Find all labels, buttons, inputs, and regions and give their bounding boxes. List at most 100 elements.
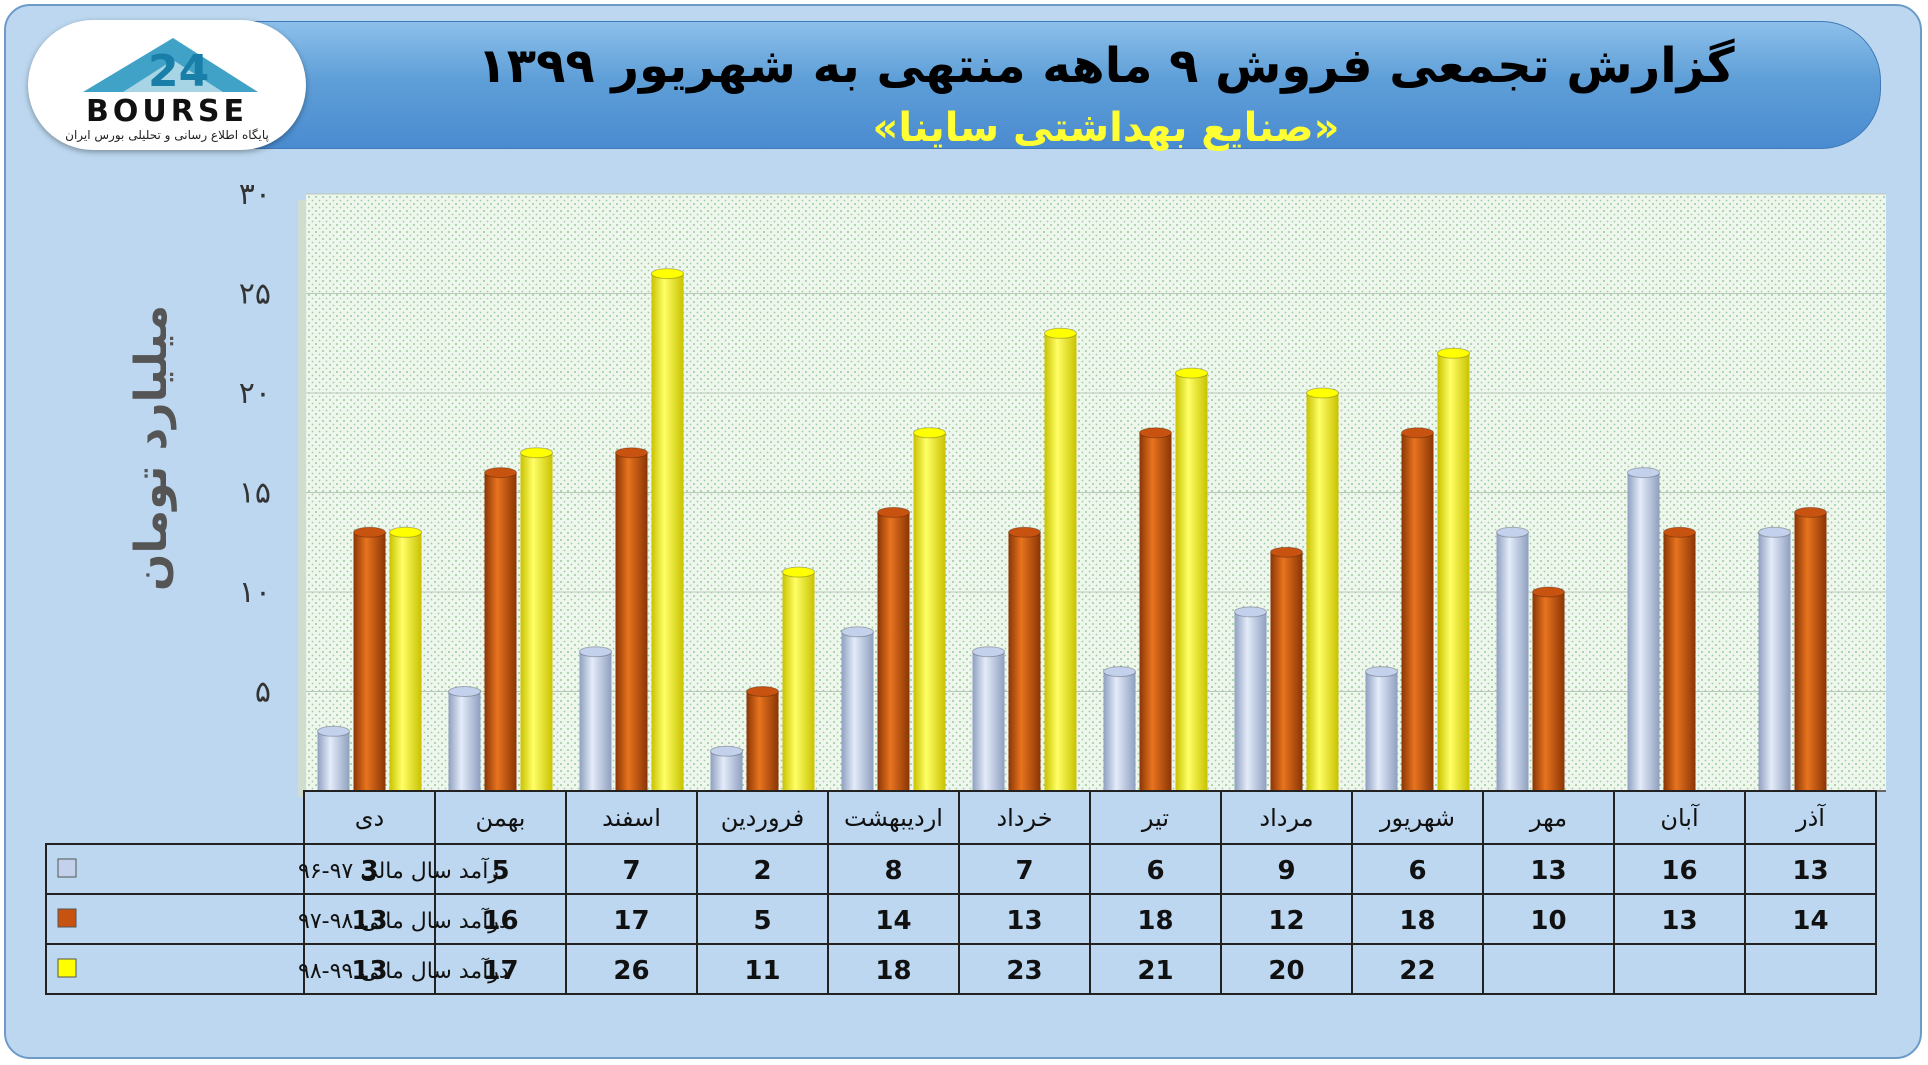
- y-tick-label: ۳۰: [239, 177, 271, 212]
- bar-s3-2: [520, 452, 553, 791]
- bar-cap-s2-11: [1663, 526, 1696, 538]
- svg-text:24: 24: [148, 46, 209, 97]
- bar-s1-5: [841, 631, 874, 791]
- x-tick-label: مرداد: [1259, 804, 1313, 832]
- bar-cap-s3-7: [1175, 367, 1208, 379]
- bar-s3-3: [651, 273, 684, 792]
- bar-s1-1: [317, 731, 350, 791]
- x-tick-label: بهمن: [476, 804, 526, 832]
- bourse-logo: 24 BOURSE پایگاه اطلاع رسانی و تحلیلی بو…: [28, 20, 306, 150]
- bar-cap-s3-4: [782, 566, 815, 578]
- data-label-s3-2: 17: [482, 956, 518, 986]
- data-label-s2-8: 12: [1268, 906, 1304, 936]
- bar-cap-s1-7: [1103, 666, 1136, 678]
- bar-cap-s3-2: [520, 447, 553, 459]
- x-tick-label: آذر: [1795, 803, 1826, 832]
- bar-cap-s2-2: [484, 467, 517, 479]
- y-tick-label: ۲۵: [239, 277, 271, 312]
- bar-cap-s1-10: [1496, 526, 1529, 538]
- bar-s1-7: [1103, 671, 1136, 791]
- bar-s1-9: [1365, 671, 1398, 791]
- bar-cap-s1-11: [1627, 467, 1660, 479]
- bar-s2-12: [1794, 512, 1827, 791]
- logo-caption: پایگاه اطلاع رسانی و تحلیلی بورس ایران: [65, 128, 269, 142]
- legend-label-s2: درآمد سال مالی ۹۸-۹۷: [298, 907, 509, 934]
- bar-s2-2: [484, 472, 517, 791]
- x-tick-label: اردیبهشت: [844, 804, 943, 832]
- bar-cap-s3-1: [389, 526, 422, 538]
- data-label-s2-2: 16: [482, 906, 518, 936]
- bar-s3-9: [1437, 353, 1470, 791]
- bar-s1-11: [1627, 472, 1660, 791]
- legend-key-s2: [57, 908, 77, 928]
- bar-s3-5: [913, 432, 946, 791]
- bar-cap-s2-7: [1139, 427, 1172, 439]
- page-title: گزارش تجمعی فروش ۹ ماهه منتهی به شهریور …: [477, 38, 1735, 94]
- bar-s1-6: [972, 651, 1005, 791]
- bar-cap-s2-4: [746, 686, 779, 697]
- bar-s3-8: [1306, 393, 1339, 791]
- data-label-s2-4: 5: [753, 906, 771, 936]
- legend-key-s3: [57, 958, 77, 978]
- x-tick-label: اسفند: [602, 804, 661, 832]
- bar-s2-4: [746, 691, 779, 791]
- x-tick-label: آبان: [1660, 803, 1700, 832]
- data-label-s1-2: 5: [491, 856, 509, 886]
- bar-cap-s2-3: [615, 447, 648, 459]
- x-tick-label: شهریور: [1379, 804, 1455, 832]
- data-label-s1-8: 9: [1277, 856, 1295, 886]
- data-label-s1-1: 3: [360, 856, 378, 886]
- data-label-s2-12: 14: [1792, 906, 1828, 936]
- legend-label-s3: درآمد سال مالی ۹۹-۹۸: [298, 957, 509, 984]
- bar-s1-2: [448, 691, 481, 791]
- bar-s3-4: [782, 572, 815, 791]
- x-tick-label: خرداد: [996, 804, 1052, 832]
- data-label-s1-11: 16: [1661, 856, 1697, 886]
- data-label-s1-10: 13: [1530, 856, 1566, 886]
- data-label-s1-3: 7: [622, 856, 640, 886]
- data-label-s2-6: 13: [1006, 906, 1042, 936]
- bar-s2-1: [353, 532, 386, 791]
- logo-mark-icon: 24: [83, 38, 258, 97]
- bar-cap-s2-10: [1532, 586, 1565, 598]
- logo-wordmark: BOURSE: [86, 94, 248, 129]
- data-label-s1-12: 13: [1792, 856, 1828, 886]
- bar-cap-s1-4: [710, 745, 743, 757]
- bar-s1-12: [1758, 532, 1791, 791]
- bar-cap-s2-6: [1008, 526, 1041, 538]
- bar-cap-s1-8: [1234, 606, 1267, 618]
- bar-s2-3: [615, 452, 648, 791]
- bar-s1-4: [710, 751, 743, 791]
- data-label-s2-10: 10: [1530, 906, 1566, 936]
- y-tick-label: ۵: [255, 675, 271, 710]
- bar-s2-7: [1139, 432, 1172, 791]
- bar-s2-5: [877, 512, 910, 791]
- report-frame: گزارش تجمعی فروش ۹ ماهه منتهی به شهریور …: [4, 4, 1922, 1059]
- bar-cap-s2-12: [1794, 506, 1827, 518]
- bar-cap-s1-9: [1365, 666, 1398, 678]
- data-label-s1-7: 6: [1146, 856, 1164, 886]
- data-label-s1-5: 8: [884, 856, 902, 886]
- header-banner: گزارش تجمعی فروش ۹ ماهه منتهی به شهریور …: [51, 21, 1881, 151]
- bar-s1-3: [579, 651, 612, 791]
- bar-cap-s2-1: [353, 526, 386, 538]
- data-label-s3-1: 13: [351, 956, 387, 986]
- bar-cap-s1-3: [579, 646, 612, 658]
- bar-cap-s3-6: [1044, 327, 1077, 339]
- bar-cap-s1-12: [1758, 526, 1791, 538]
- data-label-s3-7: 21: [1137, 956, 1173, 986]
- bar-cap-s3-3: [651, 268, 684, 280]
- data-label-s1-6: 7: [1015, 856, 1033, 886]
- data-label-s3-8: 20: [1268, 956, 1304, 986]
- bar-cap-s3-5: [913, 427, 946, 439]
- legend-key-s1: [57, 858, 77, 878]
- bar-s1-8: [1234, 611, 1267, 791]
- data-label-s2-3: 17: [613, 906, 649, 936]
- data-label-s1-9: 6: [1408, 856, 1426, 886]
- data-label-s2-9: 18: [1399, 906, 1435, 936]
- data-label-s1-4: 2: [753, 856, 771, 886]
- bar-s3-6: [1044, 333, 1077, 791]
- bar-s2-11: [1663, 532, 1696, 791]
- bar-s2-8: [1270, 552, 1303, 791]
- bar-s2-10: [1532, 592, 1565, 791]
